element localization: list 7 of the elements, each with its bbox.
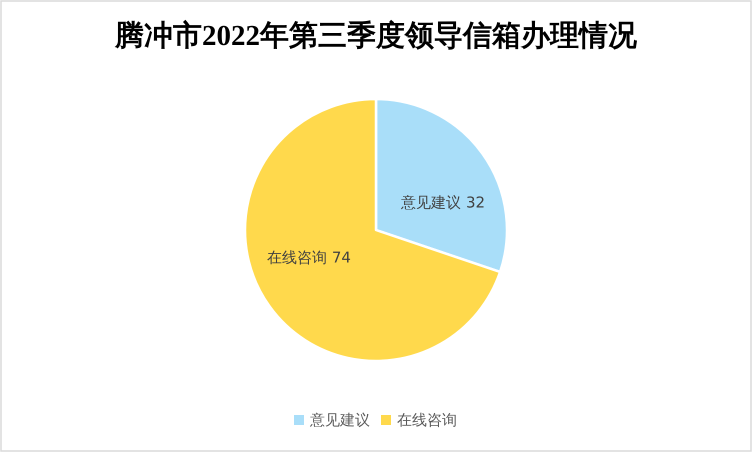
chart-title: 腾冲市2022年第三季度领导信箱办理情况 <box>115 20 637 52</box>
data-label: 74 <box>332 248 351 266</box>
legend-label: 在线咨询 <box>397 411 457 429</box>
data-label: 32 <box>466 194 486 212</box>
legend-label: 意见建议 <box>310 411 370 429</box>
category-label: 意见建议 <box>401 194 461 212</box>
category-label: 在线咨询 <box>266 248 327 266</box>
